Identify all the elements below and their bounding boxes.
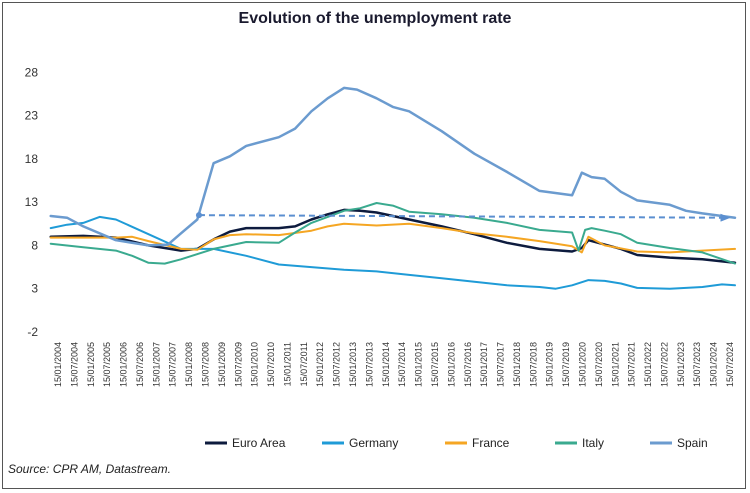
series-line-germany bbox=[49, 215, 736, 290]
legend-label: Germany bbox=[349, 436, 398, 450]
x-tick-label: 15/07/2008 bbox=[201, 342, 211, 387]
x-tick-label: 15/07/2019 bbox=[561, 342, 571, 387]
x-axis: 15/01/2004 15/07/2004 15/01/2005 15/07/2005… bbox=[53, 342, 735, 387]
x-tick-label: 15/01/2006 bbox=[119, 342, 129, 387]
x-tick-label: 15/07/2018 bbox=[528, 342, 538, 387]
y-tick-label: -2 bbox=[27, 325, 38, 339]
source-note: Source: CPR AM, Datastream. bbox=[8, 462, 171, 476]
legend-label: Italy bbox=[582, 436, 604, 450]
legend-label: Spain bbox=[677, 436, 708, 450]
y-tick-label: 3 bbox=[31, 282, 38, 296]
x-tick-label: 15/07/2021 bbox=[627, 342, 637, 387]
x-tick-label: 15/07/2006 bbox=[135, 342, 145, 387]
x-tick-label: 15/07/2017 bbox=[496, 342, 506, 387]
x-tick-label: 15/01/2021 bbox=[610, 342, 620, 387]
x-tick-label: 15/07/2014 bbox=[397, 342, 407, 387]
x-tick-label: 15/01/2015 bbox=[414, 342, 424, 387]
y-tick-label: 28 bbox=[25, 65, 39, 79]
x-tick-label: 15/07/2005 bbox=[102, 342, 112, 387]
legend: Euro Area Germany France Italy Spain bbox=[205, 436, 708, 450]
x-tick-label: 15/07/2022 bbox=[659, 342, 669, 387]
series-line-italy bbox=[49, 202, 736, 265]
x-tick-label: 15/07/2011 bbox=[299, 342, 309, 386]
x-tick-label: 15/01/2018 bbox=[512, 342, 522, 387]
chart-title: Evolution of the unemployment rate bbox=[238, 10, 512, 27]
x-tick-label: 15/07/2013 bbox=[364, 342, 374, 387]
x-tick-label: 15/01/2020 bbox=[577, 342, 587, 387]
x-tick-label: 15/01/2013 bbox=[348, 342, 358, 387]
x-tick-label: 15/01/2010 bbox=[250, 342, 260, 387]
x-tick-label: 15/07/2023 bbox=[692, 342, 702, 387]
series-lines bbox=[49, 86, 737, 290]
y-tick-label: 8 bbox=[31, 238, 38, 252]
x-tick-label: 15/07/2024 bbox=[725, 342, 735, 387]
x-tick-label: 15/01/2011 bbox=[282, 342, 292, 386]
x-tick-label: 15/01/2012 bbox=[315, 342, 325, 387]
series-line-france bbox=[49, 222, 736, 254]
x-tick-label: 15/01/2016 bbox=[446, 342, 456, 387]
x-tick-label: 15/01/2005 bbox=[86, 342, 96, 387]
x-tick-label: 15/07/2004 bbox=[69, 342, 79, 387]
chart-frame bbox=[2, 2, 746, 489]
x-tick-label: 15/01/2017 bbox=[479, 342, 489, 387]
x-tick-label: 15/01/2023 bbox=[676, 342, 686, 387]
y-tick-label: 18 bbox=[25, 152, 39, 166]
annotations bbox=[195, 212, 731, 222]
trend-arrow-start bbox=[195, 212, 202, 219]
x-tick-label: 15/07/2015 bbox=[430, 342, 440, 387]
y-axis: -2 3 8 13 18 23 28 bbox=[25, 65, 39, 339]
x-tick-label: 15/01/2022 bbox=[643, 342, 653, 387]
x-tick-label: 15/07/2012 bbox=[332, 342, 342, 387]
x-tick-label: 15/07/2020 bbox=[594, 342, 604, 387]
x-tick-label: 15/07/2016 bbox=[463, 342, 473, 387]
x-tick-label: 15/01/2007 bbox=[151, 342, 161, 387]
legend-label: Euro Area bbox=[232, 436, 286, 450]
x-tick-label: 15/01/2024 bbox=[709, 342, 719, 387]
x-tick-label: 15/01/2008 bbox=[184, 342, 194, 387]
x-tick-label: 15/01/2004 bbox=[53, 342, 63, 387]
y-tick-label: 23 bbox=[25, 109, 39, 123]
x-tick-label: 15/01/2014 bbox=[381, 342, 391, 387]
legend-label: France bbox=[472, 436, 510, 450]
x-tick-label: 15/07/2009 bbox=[233, 342, 243, 387]
x-tick-label: 15/01/2019 bbox=[545, 342, 555, 387]
x-tick-label: 15/07/2010 bbox=[266, 342, 276, 387]
series-line-spain bbox=[49, 86, 737, 247]
y-tick-label: 13 bbox=[25, 195, 39, 209]
x-tick-label: 15/07/2007 bbox=[168, 342, 178, 387]
trend-arrow bbox=[198, 213, 731, 222]
x-tick-label: 15/01/2009 bbox=[217, 342, 227, 387]
